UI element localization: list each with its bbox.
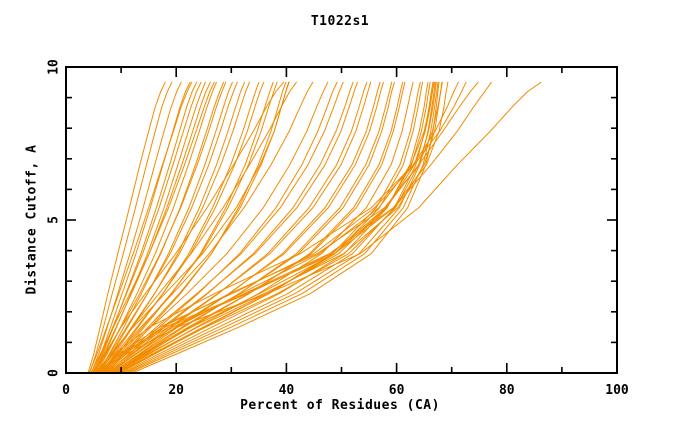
curve-model-48 — [126, 81, 436, 374]
curve-model-38 — [110, 81, 395, 374]
x-axis-label: Percent of Residues (CA) — [240, 398, 440, 413]
curve-model-25 — [93, 81, 285, 374]
curve-model-14 — [98, 81, 233, 374]
curve-model-03 — [90, 81, 182, 374]
tick-labels: 0 20 40 60 80 100 0 5 10 — [47, 59, 629, 398]
curve-model-26 — [96, 81, 297, 374]
x-tick-label-80: 80 — [499, 383, 515, 398]
curve-model-60 — [99, 81, 542, 374]
curve-model-15 — [96, 81, 238, 374]
curve-model-11 — [90, 81, 215, 374]
curve-model-59 — [97, 81, 492, 374]
curve-model-20 — [103, 81, 274, 374]
curve-model-06 — [88, 81, 193, 374]
curve-model-31 — [107, 81, 354, 374]
curve-model-28 — [102, 81, 329, 374]
curve-model-57 — [96, 81, 467, 374]
data-curves — [87, 81, 542, 374]
curve-model-16 — [100, 81, 246, 374]
x-tick-label-100: 100 — [605, 383, 629, 398]
curve-model-04 — [92, 81, 191, 374]
curve-model-49 — [118, 81, 437, 374]
y-tick-label-10: 10 — [47, 59, 62, 75]
curve-model-21 — [100, 81, 278, 374]
curve-model-56 — [94, 81, 459, 374]
curve-model-12 — [97, 81, 225, 374]
curve-model-18 — [101, 81, 260, 374]
curve-model-32 — [105, 81, 358, 374]
curve-model-19 — [99, 81, 265, 374]
chart-title: T1022s1 — [310, 14, 370, 29]
curve-model-02 — [89, 81, 173, 374]
curve-model-37 — [112, 81, 393, 374]
curve-model-51 — [108, 81, 435, 374]
curve-model-52 — [131, 81, 440, 374]
x-tick-label-0: 0 — [62, 383, 70, 398]
y-tick-label-5: 5 — [47, 216, 62, 224]
curve-model-09 — [93, 81, 211, 374]
curve-model-58 — [98, 81, 479, 374]
x-tick-label-40: 40 — [279, 383, 295, 398]
curve-model-35 — [111, 81, 381, 374]
curve-model-50 — [128, 81, 439, 374]
y-tick-label-0: 0 — [47, 369, 62, 377]
curve-model-05 — [93, 81, 198, 374]
curve-model-08 — [94, 81, 206, 374]
x-tick-label-60: 60 — [389, 383, 405, 398]
curve-model-27 — [99, 81, 314, 374]
curve-model-34 — [107, 81, 372, 374]
x-tick-label-20: 20 — [168, 383, 184, 398]
plot-axes — [65, 66, 618, 374]
curve-model-01 — [87, 81, 166, 374]
